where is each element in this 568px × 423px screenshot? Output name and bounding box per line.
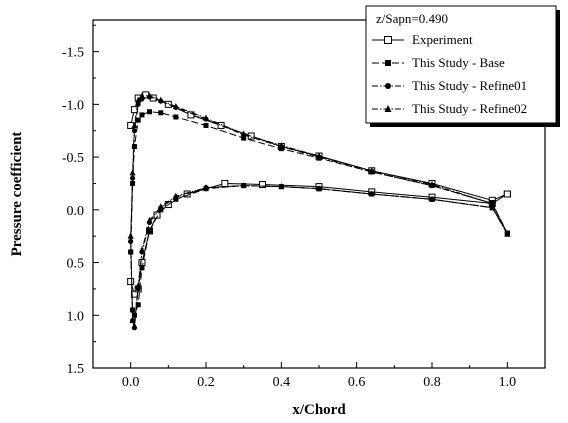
legend-marker: [385, 83, 391, 89]
data-point: [131, 121, 138, 128]
series-line-suction: [130, 96, 508, 242]
series-3: [127, 92, 511, 329]
data-point: [158, 110, 164, 116]
y-tick-label: 1.5: [67, 362, 85, 377]
data-point: [503, 190, 511, 198]
data-point: [127, 232, 134, 239]
data-point: [131, 312, 137, 318]
data-point: [203, 114, 209, 121]
y-tick-label: -1.0: [62, 98, 84, 113]
data-point: [138, 246, 145, 253]
data-point: [127, 278, 135, 286]
legend-marker: [385, 60, 391, 66]
data-point: [368, 167, 375, 174]
x-tick-label: 1.0: [499, 375, 517, 390]
data-point: [368, 190, 375, 197]
data-point: [241, 135, 247, 141]
data-point: [173, 114, 179, 120]
data-point: [135, 96, 142, 103]
data-point: [135, 302, 141, 308]
data-point: [203, 122, 209, 128]
y-tick-label: 1.0: [67, 309, 85, 324]
data-point: [259, 181, 266, 189]
x-tick-label: 0.4: [273, 375, 291, 390]
data-point: [147, 228, 152, 234]
data-point: [138, 92, 145, 99]
data-point: [172, 102, 179, 109]
data-point: [316, 152, 322, 159]
data-point: [429, 195, 435, 202]
data-point: [139, 112, 145, 118]
data-point: [240, 182, 247, 189]
x-tick-label: 0.8: [423, 375, 441, 390]
data-point: [278, 183, 285, 190]
x-tick-label: 0.0: [122, 375, 140, 390]
data-point: [129, 169, 136, 176]
legend-title: z/Sapn=0.490: [376, 11, 448, 26]
data-point: [157, 203, 164, 210]
series-layer: [127, 91, 511, 331]
data-point: [278, 141, 285, 148]
legend-box: [365, 5, 557, 124]
legend-label: This Study - Refine01: [412, 78, 527, 93]
data-point: [504, 230, 511, 237]
x-tick-label: 0.6: [348, 375, 366, 390]
data-point: [157, 96, 164, 103]
data-point: [217, 121, 225, 129]
series-line-pressure: [130, 185, 508, 326]
data-point: [146, 92, 153, 99]
legend-label: Experiment: [412, 32, 473, 47]
legend-marker: [384, 36, 392, 44]
data-point: [138, 259, 146, 267]
series-line-suction: [130, 95, 508, 237]
data-point: [172, 192, 179, 199]
axes-layer: 0.0 0.2 0.4 0.6 0.8 1.0 -1.5 -1.0 -0.5 0.0 0.5 1.0 1…: [62, 24, 546, 390]
data-point: [203, 184, 209, 191]
legend-label: This Study - Refine02: [412, 101, 527, 116]
data-point: [489, 199, 496, 206]
y-tick-label: 0.0: [67, 204, 85, 219]
data-point: [135, 117, 141, 123]
y-tick-label: -0.5: [62, 151, 84, 166]
y-tick-label: -1.5: [62, 46, 84, 61]
data-point: [135, 282, 142, 289]
data-point: [429, 181, 435, 188]
data-point: [139, 265, 145, 271]
data-point: [131, 144, 137, 150]
legend-label: This Study - Base: [412, 55, 505, 70]
data-point: [147, 109, 152, 115]
data-point: [146, 216, 153, 223]
data-point: [164, 100, 172, 108]
data-point: [316, 185, 322, 192]
x-tick-label: 0.2: [197, 375, 215, 390]
data-point: [240, 130, 247, 137]
data-point: [129, 317, 136, 324]
legend: z/Sapn=0.490 Experiment This Study - Base…: [365, 5, 560, 127]
legend-marker: [384, 105, 392, 112]
data-point: [489, 204, 496, 211]
x-axis-title: x/Chord: [292, 402, 346, 418]
data-point: [221, 179, 229, 187]
y-axis-title: Pressure coefficient: [9, 132, 25, 257]
y-tick-label: 0.5: [67, 257, 85, 272]
data-point: [131, 322, 138, 329]
